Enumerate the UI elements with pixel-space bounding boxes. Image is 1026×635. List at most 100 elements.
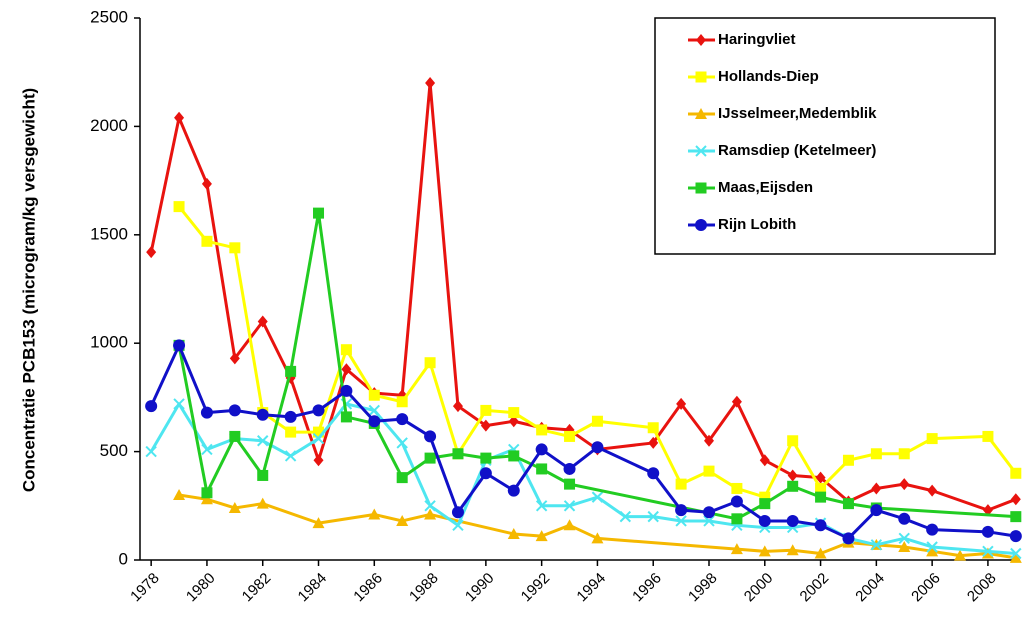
marker — [145, 445, 157, 458]
marker — [284, 410, 297, 423]
marker — [256, 408, 269, 421]
marker — [424, 508, 437, 520]
marker — [954, 549, 967, 561]
legend-box — [654, 17, 996, 255]
marker — [146, 246, 157, 259]
marker — [145, 400, 158, 413]
marker — [814, 519, 827, 532]
marker — [842, 498, 854, 510]
marker — [368, 508, 381, 520]
marker — [619, 510, 632, 523]
marker — [508, 450, 520, 462]
marker — [870, 539, 883, 551]
marker — [703, 506, 716, 519]
marker — [507, 484, 520, 497]
marker — [675, 504, 688, 517]
marker — [480, 419, 491, 432]
marker — [703, 515, 715, 527]
marker — [313, 426, 325, 438]
marker — [731, 395, 742, 408]
marker — [647, 422, 659, 434]
marker — [536, 463, 548, 475]
marker — [340, 344, 352, 356]
marker — [201, 235, 213, 247]
marker — [368, 389, 380, 401]
legend-label: IJsselmeer,Medemblik — [718, 105, 877, 122]
x-tick-label: 2002 — [797, 570, 833, 606]
marker — [695, 108, 707, 119]
marker — [229, 242, 241, 254]
marker — [174, 111, 185, 124]
marker — [229, 430, 241, 442]
marker — [284, 450, 297, 462]
x-tick-label: 1996 — [629, 570, 665, 606]
marker — [451, 506, 464, 519]
marker — [173, 201, 185, 213]
marker — [228, 404, 241, 417]
marker — [340, 384, 353, 397]
marker — [927, 484, 938, 497]
marker — [508, 407, 520, 419]
marker — [695, 145, 707, 157]
marker — [285, 426, 297, 438]
marker — [926, 545, 939, 557]
marker — [340, 411, 352, 423]
marker — [424, 430, 437, 443]
marker — [870, 504, 883, 517]
legend: Haringvliet Hollands-Diep IJsselmeer,Medem… — [654, 17, 996, 255]
x-tick-label: 2000 — [741, 570, 777, 606]
marker — [696, 34, 706, 46]
marker — [425, 77, 436, 90]
marker — [564, 478, 576, 490]
marker — [759, 491, 771, 503]
marker — [1009, 530, 1022, 543]
marker — [535, 443, 548, 456]
marker — [480, 452, 492, 464]
marker — [981, 525, 994, 538]
x-tick-label: 2008 — [964, 570, 1000, 606]
marker — [591, 415, 603, 427]
marker — [759, 498, 771, 510]
legend-label: Maas,Eijsden — [718, 179, 813, 196]
legend-label: Haringvliet — [718, 31, 796, 48]
marker — [926, 523, 939, 536]
marker — [842, 454, 854, 466]
marker — [228, 501, 241, 513]
y-axis-title: Concentratie PCB153 (microgram/kg versge… — [19, 88, 38, 492]
marker — [695, 71, 707, 83]
marker — [173, 398, 185, 410]
x-tick-label: 1988 — [406, 570, 442, 606]
marker — [982, 545, 994, 558]
marker — [535, 500, 548, 512]
marker — [396, 472, 408, 484]
y-tick-label: 0 — [119, 549, 128, 568]
marker — [201, 177, 212, 190]
marker — [312, 517, 325, 529]
marker — [424, 357, 436, 369]
marker — [312, 432, 325, 445]
series-line — [177, 211, 1016, 521]
marker — [368, 404, 381, 417]
marker — [982, 504, 993, 517]
marker — [815, 491, 827, 503]
marker — [815, 482, 827, 494]
marker — [1010, 467, 1022, 479]
plot-area — [145, 77, 1022, 563]
marker — [758, 514, 771, 527]
marker — [535, 530, 548, 542]
marker — [898, 512, 911, 525]
marker — [173, 339, 186, 352]
marker — [675, 515, 687, 527]
x-tick-label: 1992 — [518, 570, 554, 606]
marker — [591, 491, 604, 503]
marker — [257, 469, 269, 481]
marker — [201, 443, 213, 456]
marker — [313, 454, 324, 467]
marker — [786, 544, 799, 556]
y-tick-label: 1500 — [90, 224, 128, 243]
x-tick-label: 1994 — [573, 570, 609, 606]
marker — [341, 363, 352, 376]
marker — [899, 478, 910, 491]
marker — [396, 514, 409, 526]
